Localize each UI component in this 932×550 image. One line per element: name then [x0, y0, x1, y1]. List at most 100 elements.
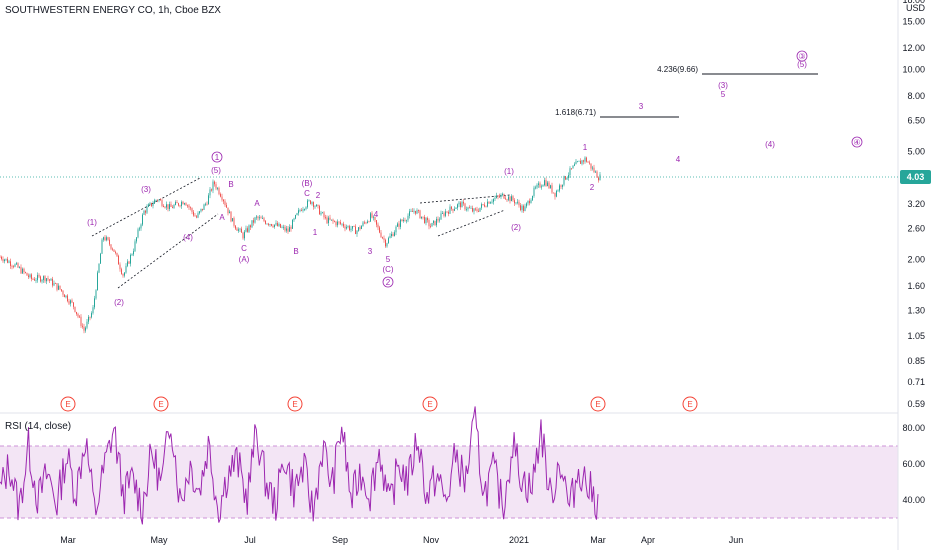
- candle: [479, 207, 481, 212]
- price-axis[interactable]: 18.00 15.00 12.00 10.00 8.00 6.50 5.00 3.20 2.60…: [902, 0, 925, 409]
- candle: [274, 224, 275, 229]
- wave-label: ③: [798, 52, 805, 61]
- candle: [421, 216, 422, 220]
- candle: [25, 271, 26, 274]
- candle: [457, 203, 458, 211]
- time-tick-label: Jun: [729, 535, 744, 545]
- candle: [481, 202, 482, 210]
- candle: [218, 186, 220, 196]
- candle: [553, 192, 554, 194]
- earnings-marker[interactable]: E: [60, 396, 76, 412]
- candle: [410, 208, 412, 213]
- candle: [65, 295, 67, 299]
- wave-label: B: [293, 247, 298, 256]
- candle: [200, 208, 202, 213]
- candle: [265, 219, 266, 225]
- candle: [115, 250, 116, 255]
- time-tick-label: 2021: [509, 535, 529, 545]
- candle: [469, 205, 470, 209]
- wave-label: 2: [316, 191, 321, 200]
- candle: [170, 201, 172, 208]
- candle: [467, 206, 469, 212]
- candle: [350, 225, 352, 233]
- price-tick-label: 1.30: [907, 306, 925, 316]
- candle: [226, 202, 227, 208]
- time-axis[interactable]: Mar May Jul Sep Nov 2021 Mar Apr Jun: [60, 535, 743, 545]
- candle: [580, 158, 581, 164]
- candle: [397, 222, 398, 227]
- earnings-marker[interactable]: E: [153, 396, 169, 412]
- candle: [121, 267, 122, 275]
- candle: [10, 258, 11, 269]
- candle: [332, 218, 334, 224]
- candle: [116, 252, 118, 257]
- candle: [193, 209, 194, 217]
- candle: [233, 216, 235, 228]
- candle: [454, 206, 455, 212]
- candle: [412, 208, 413, 212]
- candle: [448, 210, 449, 217]
- candle: [119, 262, 121, 272]
- candle: [533, 185, 535, 198]
- candle: [392, 232, 394, 237]
- rsi-tick-label: 40.00: [902, 495, 925, 505]
- channel-line: [419, 194, 511, 204]
- candle: [172, 205, 173, 209]
- wave-label: 5: [721, 90, 726, 99]
- candle: [575, 158, 577, 165]
- candle: [130, 253, 131, 267]
- time-tick-label: Mar: [60, 535, 76, 545]
- candle: [403, 217, 404, 223]
- candle: [11, 264, 13, 270]
- candle: [298, 207, 299, 216]
- rsi-axis[interactable]: 80.00 60.00 40.00: [902, 423, 925, 505]
- candle: [7, 256, 8, 264]
- candle: [400, 218, 401, 230]
- earnings-marker[interactable]: E: [682, 396, 698, 412]
- candle: [197, 211, 199, 219]
- earnings-marker[interactable]: E: [590, 396, 606, 412]
- earnings-marker[interactable]: E: [287, 396, 303, 412]
- candle: [451, 206, 452, 211]
- candle: [247, 226, 248, 233]
- fib-label-4236: 4.236(9.66): [657, 65, 698, 74]
- candle: [71, 298, 73, 304]
- last-price-value: 4.03: [907, 172, 925, 182]
- candles: [0, 156, 601, 334]
- candle: [395, 225, 397, 236]
- candle: [28, 273, 29, 279]
- candle: [70, 299, 71, 307]
- candle: [181, 200, 182, 209]
- candle: [49, 279, 50, 283]
- candle: [31, 273, 32, 282]
- candle: [443, 211, 445, 218]
- candle: [263, 216, 265, 223]
- candle: [257, 215, 259, 221]
- candle: [245, 225, 247, 233]
- candle: [280, 223, 281, 229]
- candle: [5, 258, 7, 262]
- candle: [538, 181, 539, 188]
- candle: [458, 200, 460, 208]
- rsi-pane[interactable]: [0, 445, 898, 519]
- candle: [212, 179, 214, 194]
- candle: [314, 205, 316, 209]
- last-price-badge: 4.03: [900, 170, 931, 184]
- candle: [418, 209, 419, 214]
- earnings-marker[interactable]: E: [422, 396, 438, 412]
- price-tick-label: 8.00: [907, 91, 925, 101]
- candle: [149, 201, 151, 206]
- candle: [398, 220, 400, 230]
- price-pane[interactable]: [0, 0, 898, 412]
- candle: [253, 217, 254, 226]
- candle: [211, 188, 212, 192]
- candle: [560, 184, 562, 189]
- candle: [557, 189, 559, 192]
- candle: [268, 222, 269, 227]
- candle: [340, 219, 341, 226]
- candle: [445, 208, 446, 218]
- candle: [289, 224, 290, 232]
- candle: [37, 272, 38, 283]
